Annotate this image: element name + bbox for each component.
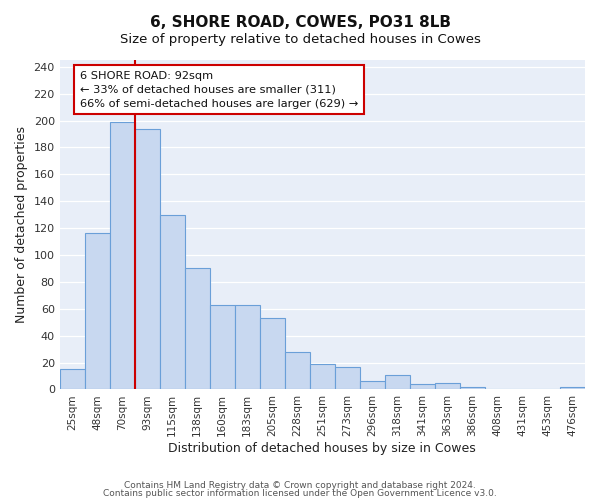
Bar	[160, 214, 185, 390]
Bar	[435, 382, 460, 390]
Text: Size of property relative to detached houses in Cowes: Size of property relative to detached ho…	[119, 32, 481, 46]
X-axis label: Distribution of detached houses by size in Cowes: Distribution of detached houses by size …	[169, 442, 476, 455]
Bar	[560, 387, 585, 390]
Bar	[285, 352, 310, 390]
Bar	[135, 128, 160, 390]
Bar	[85, 234, 110, 390]
Bar	[385, 374, 410, 390]
Bar	[460, 387, 485, 390]
Bar	[210, 304, 235, 390]
Bar	[110, 122, 135, 390]
Text: Contains HM Land Registry data © Crown copyright and database right 2024.: Contains HM Land Registry data © Crown c…	[124, 480, 476, 490]
Text: Contains public sector information licensed under the Open Government Licence v3: Contains public sector information licen…	[103, 489, 497, 498]
Bar	[59, 370, 85, 390]
Bar	[410, 384, 435, 390]
Text: 6 SHORE ROAD: 92sqm
← 33% of detached houses are smaller (311)
66% of semi-detac: 6 SHORE ROAD: 92sqm ← 33% of detached ho…	[80, 71, 358, 109]
Bar	[185, 268, 210, 390]
Bar	[310, 364, 335, 390]
Bar	[260, 318, 285, 390]
Bar	[335, 366, 360, 390]
Text: 6, SHORE ROAD, COWES, PO31 8LB: 6, SHORE ROAD, COWES, PO31 8LB	[149, 15, 451, 30]
Bar	[360, 382, 385, 390]
Bar	[235, 304, 260, 390]
Y-axis label: Number of detached properties: Number of detached properties	[15, 126, 28, 323]
